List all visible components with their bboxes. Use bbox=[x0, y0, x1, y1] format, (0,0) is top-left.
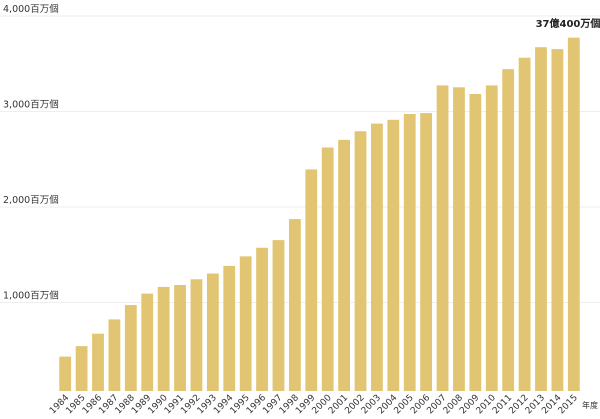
x-axis-tick-labels: 1984198519861987198819891990199119921993… bbox=[48, 393, 580, 416]
x-axis-unit-label: 年度 bbox=[582, 400, 598, 410]
bar-2008 bbox=[453, 87, 465, 391]
y-tick-label: 3,000百万個 bbox=[3, 99, 59, 111]
y-axis-tick-labels: 1,000百万個 2,000百万個 3,000百万個 4,000百万個 bbox=[3, 3, 59, 302]
bar-1993 bbox=[206, 273, 219, 391]
y-tick-label: 1,000百万個 bbox=[3, 290, 59, 302]
y-tick-label: 2,000百万個 bbox=[3, 194, 59, 206]
bar-2004 bbox=[387, 119, 400, 391]
bar-1990 bbox=[157, 286, 170, 391]
bar-2007 bbox=[436, 85, 449, 392]
bar-2002 bbox=[354, 131, 367, 392]
bar-2014 bbox=[551, 49, 564, 392]
bar-1989 bbox=[141, 293, 154, 391]
bar-1999 bbox=[305, 169, 318, 391]
bar-2013 bbox=[535, 47, 547, 391]
bar-1992 bbox=[190, 279, 203, 391]
bar-2011 bbox=[502, 69, 515, 391]
bar-1994 bbox=[223, 265, 236, 391]
bar-1997 bbox=[272, 240, 285, 391]
y-tick-label: 4,000百万個 bbox=[3, 3, 59, 15]
bar-1987 bbox=[108, 319, 121, 392]
bar-2015 bbox=[567, 37, 580, 392]
bar-2009 bbox=[469, 94, 482, 391]
bar-2012 bbox=[518, 57, 531, 391]
bar-2003 bbox=[371, 123, 383, 391]
bar-2010 bbox=[485, 85, 498, 392]
bar-1996 bbox=[256, 247, 268, 391]
bar-1991 bbox=[174, 285, 186, 391]
bar-1998 bbox=[288, 219, 301, 391]
bar-1995 bbox=[239, 256, 252, 391]
bars bbox=[59, 37, 580, 392]
bar-1986 bbox=[92, 333, 104, 391]
bar-2001 bbox=[338, 139, 351, 391]
bar-2006 bbox=[420, 113, 433, 391]
bar-1988 bbox=[124, 305, 137, 391]
x-tick-label: 2015 bbox=[557, 393, 580, 416]
last-value-annotation: 37億400万個 bbox=[536, 17, 600, 30]
bar-1985 bbox=[75, 346, 88, 391]
bar-1984 bbox=[59, 356, 72, 391]
bar-2000 bbox=[321, 147, 334, 391]
bar-2005 bbox=[403, 114, 416, 392]
